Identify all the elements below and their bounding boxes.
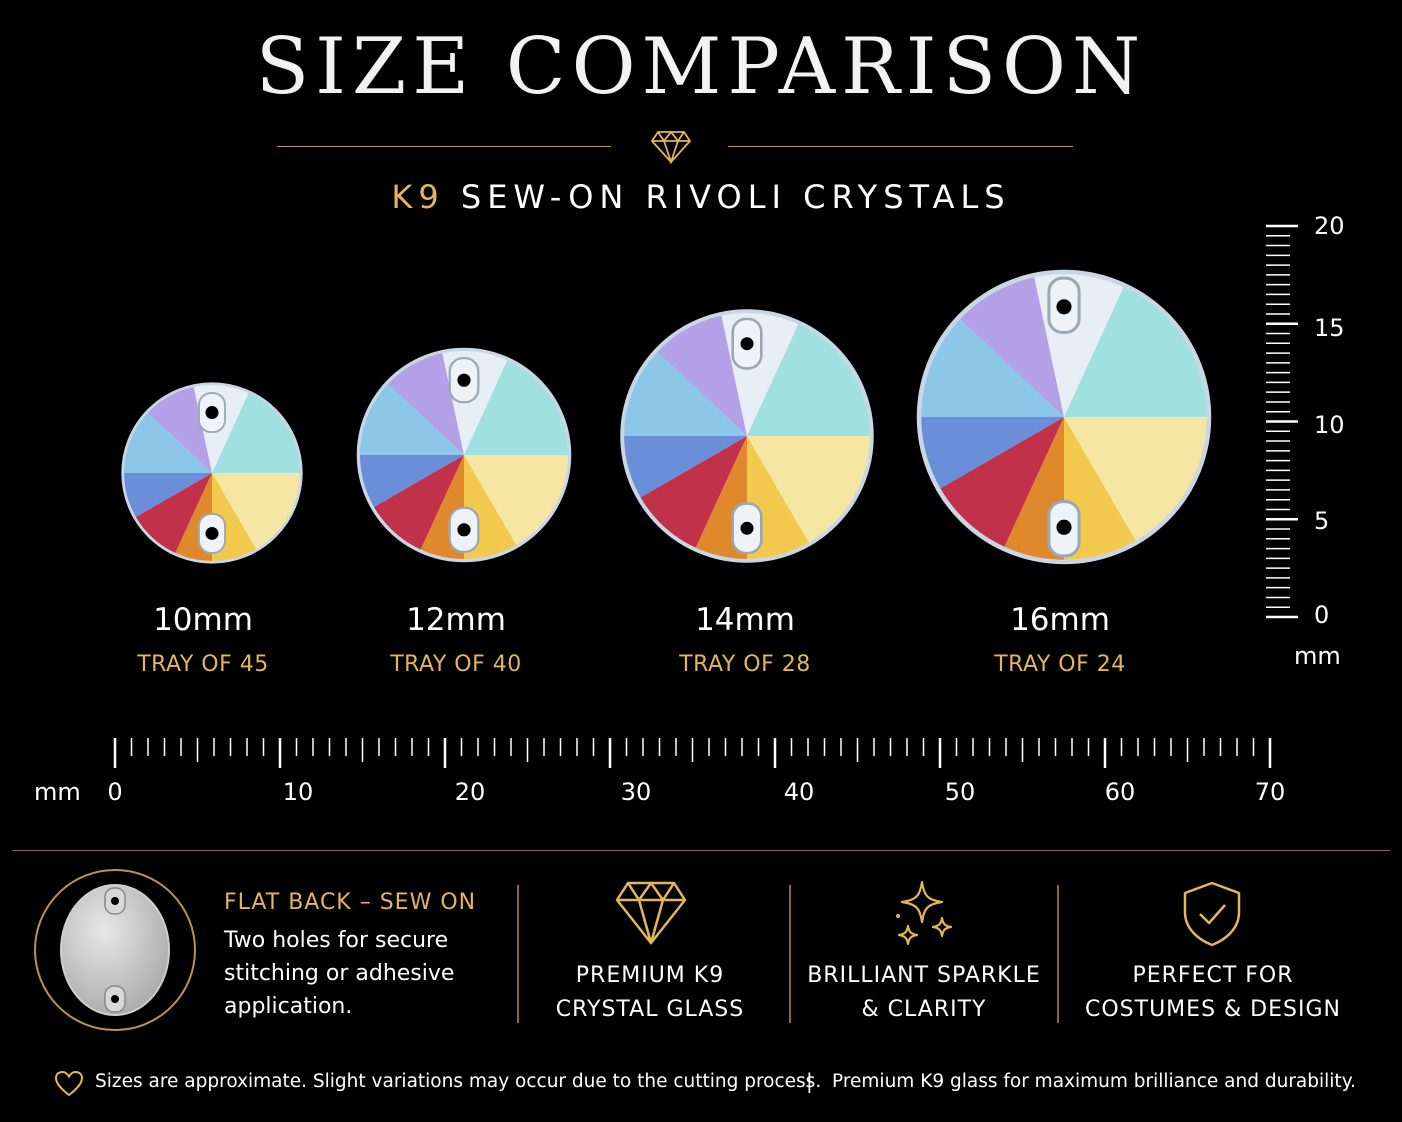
flatback-desc-line: application. xyxy=(224,994,353,1019)
crystal-size-label: 16mm xyxy=(1010,602,1110,638)
perfect-title-line: COSTUMES & DESIGN xyxy=(1085,997,1341,1022)
subtitle-accent: K9 xyxy=(391,178,445,216)
feature-divider xyxy=(789,885,791,1023)
crystal-size-label: 14mm xyxy=(695,602,795,638)
horizontal-ruler-label: 70 xyxy=(1254,778,1286,806)
horizontal-ruler-label: 20 xyxy=(454,778,486,806)
flatback-desc-line: stitching or adhesive xyxy=(224,961,455,986)
perfect-title-line: PERFECT FOR xyxy=(1132,963,1294,988)
vertical-ruler-ticks xyxy=(1266,224,1298,619)
sparkle-title-line: & CLARITY xyxy=(861,997,987,1022)
crystal-tray-label: TRAY OF 24 xyxy=(994,652,1126,677)
flatback-desc-line: Two holes for secure xyxy=(224,928,449,953)
crystal-size-label: 10mm xyxy=(153,602,253,638)
shield-check-icon xyxy=(1183,881,1241,947)
feature-divider xyxy=(1057,885,1059,1023)
subtitle-text: SEW-ON RIVOLI CRYSTALS xyxy=(460,178,1011,216)
crystal-tray-label: TRAY OF 40 xyxy=(390,652,522,677)
crystal-tray-label: TRAY OF 45 xyxy=(137,652,269,677)
sparkle-title-line: BRILLIANT SPARKLE xyxy=(807,963,1041,988)
horizontal-ruler-ticks xyxy=(113,738,1272,768)
title-rule-right xyxy=(728,146,1073,147)
section-divider xyxy=(12,850,1390,851)
horizontal-ruler-label: 30 xyxy=(620,778,652,806)
subtitle: K9 SEW-ON RIVOLI CRYSTALS xyxy=(0,178,1402,216)
horizontal-ruler-label: 60 xyxy=(1104,778,1136,806)
crystal-14mm xyxy=(620,309,874,563)
premium-title-line: CRYSTAL GLASS xyxy=(555,997,745,1022)
horizontal-ruler-unit: mm xyxy=(34,778,81,806)
footer-note-right: Premium K9 glass for maximum brilliance … xyxy=(832,1071,1356,1092)
feature-divider xyxy=(517,885,519,1023)
flatback-title: FLAT BACK – SEW ON xyxy=(224,890,477,915)
premium-title-line: PREMIUM K9 xyxy=(575,963,725,988)
crystal-size-label: 12mm xyxy=(406,602,506,638)
sparkle-icon xyxy=(896,880,953,946)
vertical-ruler-label: 10 xyxy=(1314,411,1345,439)
vertical-ruler-label: 20 xyxy=(1314,212,1345,240)
crystal-12mm xyxy=(356,347,572,563)
diamond-icon xyxy=(650,130,692,164)
crystal-16mm xyxy=(916,269,1212,565)
vertical-ruler-unit: mm xyxy=(1294,642,1341,670)
vertical-ruler-label: 15 xyxy=(1314,314,1345,342)
horizontal-ruler-label: 40 xyxy=(783,778,815,806)
crystal-10mm xyxy=(121,382,303,564)
diamond-icon xyxy=(615,881,687,945)
vertical-ruler-label: 5 xyxy=(1314,507,1330,535)
page-title: SIZE COMPARISON xyxy=(255,22,1147,112)
horizontal-ruler-label: 50 xyxy=(944,778,976,806)
footer-separator: | xyxy=(806,1069,813,1093)
title-rule-left xyxy=(277,146,611,147)
horizontal-ruler-label: 10 xyxy=(282,778,314,806)
horizontal-ruler-label: 0 xyxy=(107,778,123,806)
flatback-crystal-illustration xyxy=(34,869,196,1031)
footer-note-left: Sizes are approximate. Slight variations… xyxy=(95,1071,822,1092)
vertical-ruler-label: 0 xyxy=(1314,601,1330,629)
heart-icon xyxy=(54,1070,84,1097)
crystal-tray-label: TRAY OF 28 xyxy=(679,652,811,677)
